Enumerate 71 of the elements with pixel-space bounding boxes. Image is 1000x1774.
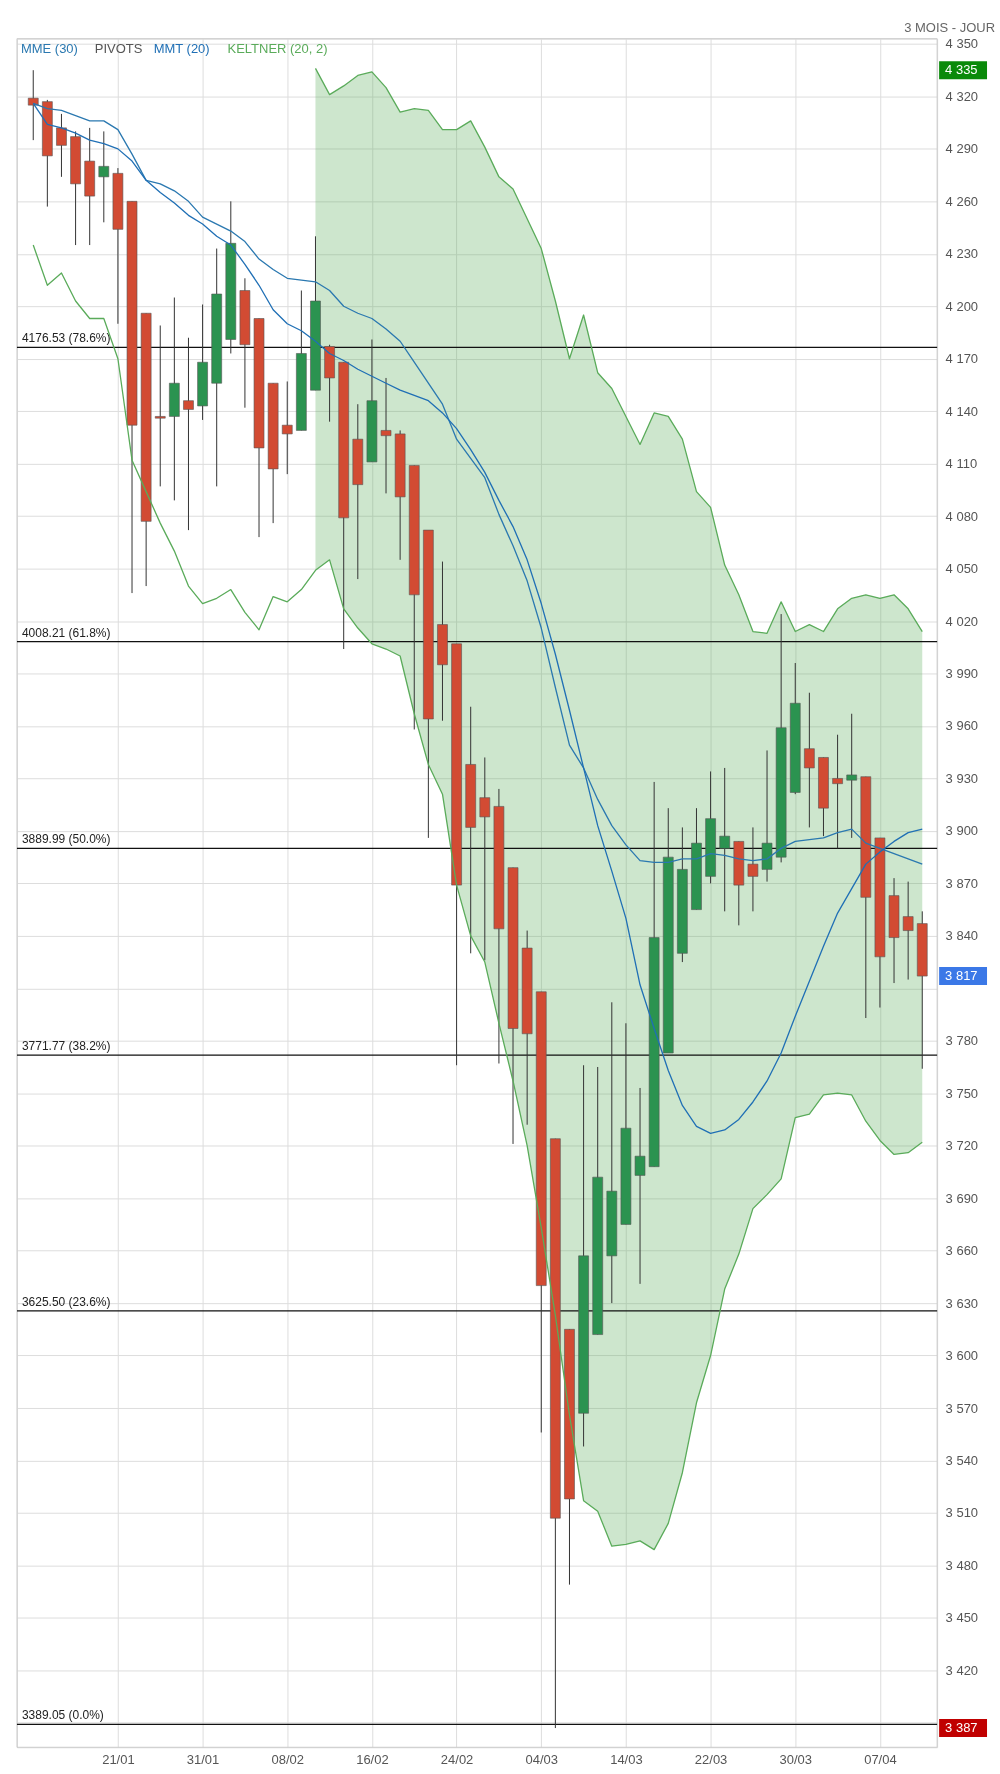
y-tick-label: 4 350 — [945, 36, 979, 52]
y-tick-label: 3 780 — [945, 1033, 979, 1049]
candlestick — [56, 113, 67, 178]
candlestick — [719, 767, 730, 912]
ref-line-label: 3771.77 (38.2%) — [21, 1039, 111, 1054]
text: MME (30) — [20, 40, 78, 56]
y-tick-label: 4 050 — [945, 561, 979, 577]
x-tick-label: 30/03 — [779, 1751, 812, 1767]
y-tick-label: 3 990 — [945, 666, 979, 681]
y-tick-label: 4 080 — [945, 508, 979, 524]
y-tick-label: 4 110 — [945, 456, 978, 472]
y-tick-label: 3 720 — [945, 1138, 979, 1154]
candlestick — [902, 881, 914, 981]
y-tick-label: 3 900 — [945, 823, 979, 839]
y-tick-label: 3 570 — [945, 1400, 979, 1416]
chart-subtitle: 3 MOIS - JOUR — [904, 19, 996, 35]
y-tick-label: 3 660 — [945, 1243, 979, 1259]
y-tick-label: 4 140 — [945, 403, 979, 419]
candlestick — [846, 713, 857, 839]
ref-line-label: 4176.53 (78.6%) — [21, 331, 111, 346]
y-tick-label: 3 840 — [945, 928, 979, 944]
candlestick — [380, 377, 392, 494]
candlestick — [747, 826, 759, 912]
y-tick-label: 3 960 — [945, 718, 979, 734]
y-tick-label: 3 450 — [945, 1610, 979, 1626]
candlestick — [634, 1087, 646, 1285]
y-tick-label: 3 690 — [945, 1190, 979, 1206]
y-tick-label: 4 230 — [945, 246, 979, 262]
y-tick-label: 4 170 — [945, 351, 979, 367]
y-tick-label: 4 260 — [945, 193, 979, 209]
x-tick-label: 08/02 — [271, 1751, 304, 1767]
x-tick-label: 22/03 — [694, 1751, 728, 1767]
ref-line-label: 3625.50 (23.6%) — [21, 1294, 111, 1309]
x-tick-label: 04/03 — [525, 1751, 558, 1767]
x-tick-label: 31/01 — [186, 1751, 220, 1767]
candlestick — [832, 734, 843, 849]
candlestick — [479, 756, 491, 961]
x-tick-label: 21/01 — [102, 1751, 135, 1767]
y-tick-label: 3 420 — [945, 1662, 979, 1678]
y-tick-label: 4 200 — [945, 298, 979, 314]
y2-tick-label: 3 387 — [945, 1720, 978, 1736]
y-tick-label: 3 600 — [945, 1348, 979, 1364]
y-tick-label: 3 630 — [945, 1295, 979, 1311]
candlestick — [804, 692, 815, 828]
y-tick-label: 3 540 — [945, 1452, 979, 1468]
series-label: KELTNER (20, 2) — [227, 40, 328, 56]
candlestick — [98, 130, 110, 223]
candlestick — [281, 380, 293, 475]
ref-line-label: 3889.99 (50.0%) — [21, 832, 111, 847]
y2-tick-label: 3 817 — [945, 968, 978, 984]
candlestick — [27, 69, 39, 141]
annotation: PIVOTS — [94, 40, 143, 56]
y-tick-label: 4 290 — [945, 141, 979, 157]
y-tick-label: 3 510 — [945, 1505, 979, 1521]
y-tick-label: 4 320 — [945, 88, 979, 104]
y-tick-label: 4 020 — [945, 613, 979, 629]
ref-line-label: 3389.05 (0.0%) — [21, 1708, 104, 1723]
y-tick-label: 3 870 — [945, 875, 979, 891]
x-tick-label: 24/02 — [440, 1751, 474, 1767]
x-tick-label: 14/03 — [610, 1751, 643, 1767]
x-tick-label: 16/02 — [356, 1751, 389, 1767]
x-tick-label: 07/04 — [864, 1751, 897, 1767]
y2-tick-label: 4 335 — [945, 62, 978, 78]
text: MMT (20) — [153, 40, 210, 56]
line-series — [314, 67, 923, 634]
candlestick — [154, 325, 166, 487]
y-tick-label: 3 480 — [945, 1557, 979, 1573]
candlestick — [183, 337, 194, 531]
y-tick-label: 3 750 — [945, 1085, 979, 1101]
y-tick-label: 3 930 — [945, 770, 979, 786]
ref-line-label: 4008.21 (61.8%) — [21, 625, 111, 640]
